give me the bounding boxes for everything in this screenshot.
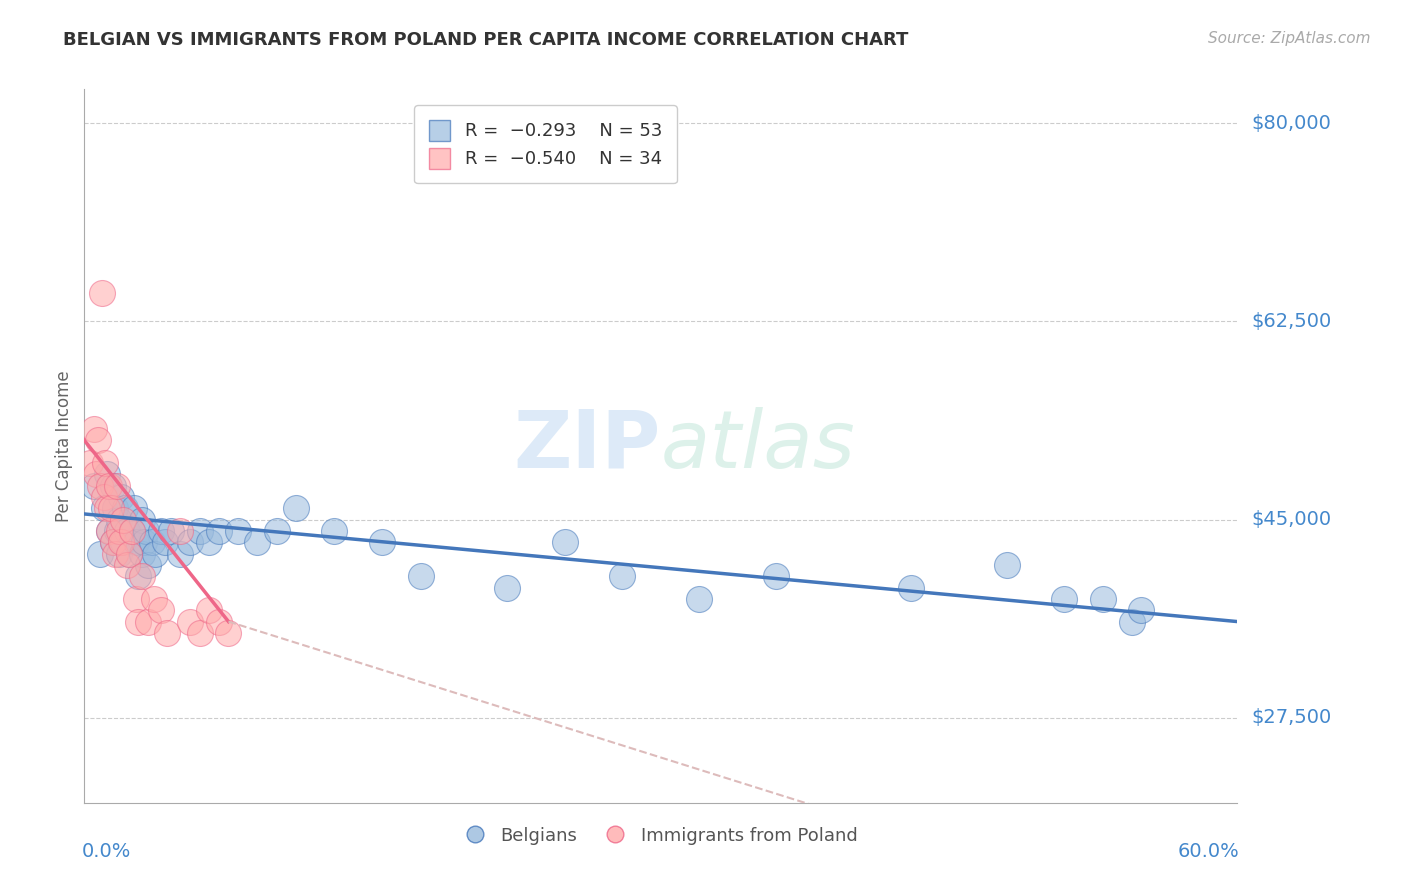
Text: ZIP: ZIP (513, 407, 661, 485)
Point (995, 558, 1018, 572)
Point (94, 456, 117, 470)
Point (131, 547, 153, 561)
Point (554, 535, 576, 549)
Point (688, 591, 710, 606)
Point (156, 626, 179, 640)
Point (111, 535, 134, 549)
Point (169, 524, 191, 538)
Point (121, 524, 143, 538)
Point (208, 524, 231, 538)
Text: Source: ZipAtlas.com: Source: ZipAtlas.com (1208, 31, 1371, 46)
Point (104, 501, 127, 516)
Point (218, 626, 240, 640)
Point (135, 524, 157, 538)
Point (79, 456, 101, 470)
Point (117, 547, 139, 561)
Point (83, 478, 105, 492)
Point (179, 535, 201, 549)
Point (188, 626, 211, 640)
Point (127, 569, 149, 583)
Text: $45,000: $45,000 (1251, 510, 1331, 529)
Point (110, 490, 132, 504)
Point (266, 524, 288, 538)
Point (117, 547, 139, 561)
Point (84, 467, 107, 482)
Point (108, 547, 131, 561)
Point (198, 535, 221, 549)
Point (136, 558, 159, 572)
Point (103, 535, 124, 549)
Point (90, 286, 112, 301)
Point (125, 535, 148, 549)
Point (100, 501, 122, 516)
Text: $62,500: $62,500 (1251, 312, 1331, 331)
Text: atlas: atlas (661, 407, 856, 485)
Point (121, 524, 143, 538)
Point (323, 524, 346, 538)
Point (98, 478, 121, 492)
Point (142, 591, 165, 606)
Point (284, 501, 307, 516)
Point (111, 513, 134, 527)
Point (89, 547, 111, 561)
Text: $80,000: $80,000 (1251, 113, 1331, 133)
Point (108, 513, 131, 527)
Point (131, 513, 153, 527)
Point (115, 558, 138, 572)
Point (105, 524, 128, 538)
Point (103, 535, 124, 549)
Point (125, 591, 148, 606)
Point (179, 615, 201, 629)
Text: BELGIAN VS IMMIGRANTS FROM POLAND PER CAPITA INCOME CORRELATION CHART: BELGIAN VS IMMIGRANTS FROM POLAND PER CA… (63, 31, 908, 49)
Point (93, 501, 115, 516)
Point (145, 547, 167, 561)
Text: 60.0%: 60.0% (1178, 842, 1240, 861)
Point (103, 478, 124, 492)
Point (93, 490, 115, 504)
Point (114, 501, 136, 516)
Point (153, 535, 176, 549)
Y-axis label: Per Capita Income: Per Capita Income (55, 370, 73, 522)
Point (141, 535, 163, 549)
Point (108, 524, 131, 538)
Point (105, 478, 128, 492)
Point (124, 501, 146, 516)
Point (83, 422, 105, 436)
Point (198, 603, 221, 617)
Point (131, 569, 153, 583)
Point (87, 434, 110, 448)
Point (371, 535, 394, 549)
Point (127, 615, 149, 629)
Text: $27,500: $27,500 (1251, 708, 1331, 727)
Point (104, 547, 127, 561)
Point (98, 524, 121, 538)
Point (150, 524, 173, 538)
Point (208, 615, 231, 629)
Point (1121, 615, 1143, 629)
Point (96, 501, 118, 516)
Point (110, 535, 132, 549)
Point (132, 535, 155, 549)
Point (96, 467, 118, 482)
Point (246, 535, 269, 549)
Point (496, 581, 519, 595)
Point (900, 581, 922, 595)
Legend: Belgians, Immigrants from Poland: Belgians, Immigrants from Poland (456, 817, 866, 855)
Point (188, 524, 211, 538)
Point (612, 569, 634, 583)
Point (1053, 591, 1076, 606)
Point (1091, 591, 1114, 606)
Point (136, 615, 159, 629)
Point (765, 569, 787, 583)
Point (226, 524, 249, 538)
Point (115, 524, 138, 538)
Point (169, 547, 191, 561)
Point (409, 569, 432, 583)
Point (160, 524, 183, 538)
Point (98, 524, 121, 538)
Point (1130, 603, 1153, 617)
Point (89, 478, 111, 492)
Point (150, 603, 173, 617)
Text: 0.0%: 0.0% (82, 842, 131, 861)
